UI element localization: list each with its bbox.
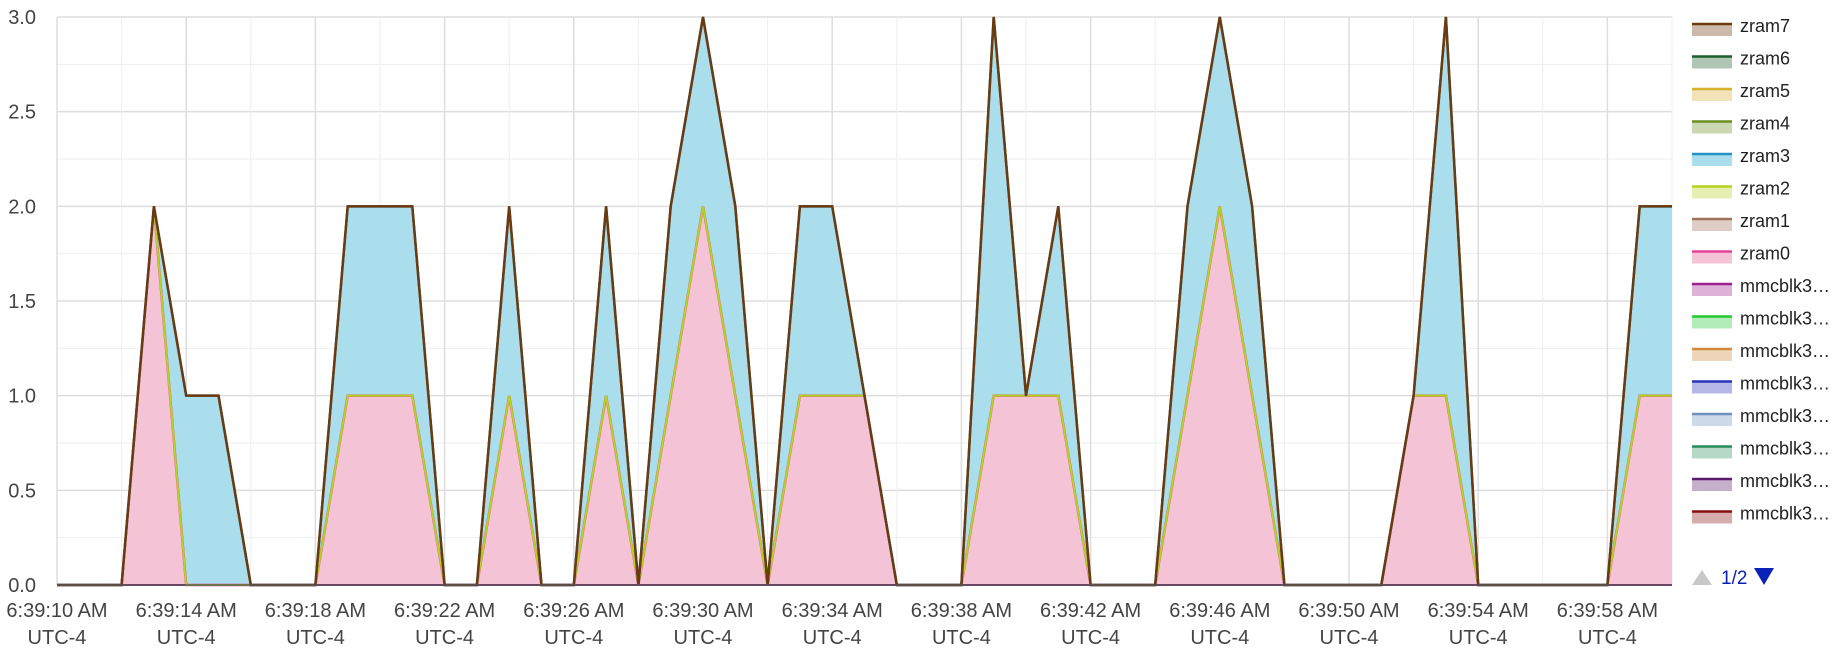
x-tick-label: 6:39:22 AM — [394, 600, 495, 622]
x-tick-label: 6:39:18 AM — [265, 600, 366, 622]
area-zram0 — [57, 206, 1672, 585]
x-tick-label: 6:39:54 AM — [1428, 600, 1529, 622]
x-tick-label: 6:39:58 AM — [1557, 600, 1658, 622]
x-tick-label: 6:39:42 AM — [1040, 600, 1141, 622]
legend-label: zram7 — [1740, 16, 1790, 36]
legend-swatch — [1692, 414, 1732, 426]
x-tick-label: 6:39:34 AM — [782, 600, 883, 622]
legend-item[interactable]: zram7 — [1692, 16, 1790, 36]
legend-swatch — [1692, 251, 1732, 264]
y-tick-label: 2.0 — [8, 196, 36, 218]
legend-item[interactable]: zram3 — [1692, 146, 1790, 166]
legend-item[interactable]: mmcblk3… — [1692, 406, 1830, 426]
legend-item[interactable]: zram1 — [1692, 211, 1790, 231]
y-tick-label: 0.5 — [8, 480, 36, 502]
x-tick-timezone-label: UTC-4 — [286, 627, 345, 649]
legend-label: zram6 — [1740, 49, 1790, 69]
x-tick-timezone-label: UTC-4 — [1449, 627, 1508, 649]
legend-label: mmcblk3… — [1740, 341, 1830, 361]
x-tick-label: 6:39:50 AM — [1298, 600, 1399, 622]
x-tick-timezone-label: UTC-4 — [932, 627, 991, 649]
x-tick-timezone-label: UTC-4 — [28, 627, 87, 649]
legend-swatch — [1692, 121, 1732, 134]
legend-pager[interactable]: 1/2 — [1692, 568, 1774, 589]
legend[interactable]: zram7 zram6 zram5 zram4 zram3 zram2 zram1 zram0… — [1692, 16, 1830, 524]
legend-swatch — [1692, 316, 1732, 329]
y-tick-label: 3.0 — [8, 7, 36, 29]
legend-label: mmcblk3… — [1740, 406, 1830, 426]
x-tick-timezone-label: UTC-4 — [803, 627, 862, 649]
legend-label: mmcblk3… — [1740, 471, 1830, 491]
legend-swatch — [1692, 89, 1732, 101]
legend-item[interactable]: mmcblk3… — [1692, 439, 1830, 459]
x-tick-label: 6:39:14 AM — [136, 600, 237, 622]
x-tick-timezone-label: UTC-4 — [1578, 627, 1637, 649]
x-tick-label: 6:39:38 AM — [911, 600, 1012, 622]
legend-swatch — [1692, 56, 1732, 69]
legend-item[interactable]: mmcblk3… — [1692, 276, 1830, 296]
x-axis-ticks: 6:39:10 AM UTC-4 6:39:14 AM UTC-4 6:39:18 AM… — [6, 600, 1658, 649]
x-tick-timezone-label: UTC-4 — [544, 627, 603, 649]
legend-swatch — [1692, 284, 1732, 296]
legend-label: zram1 — [1740, 211, 1790, 231]
legend-item[interactable]: zram6 — [1692, 49, 1790, 69]
y-tick-label: 0.0 — [8, 575, 36, 597]
legend-page-indicator: 1/2 — [1721, 568, 1747, 589]
y-tick-label: 1.0 — [8, 386, 36, 408]
legend-item[interactable]: mmcblk3… — [1692, 504, 1830, 524]
y-tick-label: 1.5 — [8, 291, 36, 313]
series-areas — [57, 17, 1672, 585]
x-tick-label: 6:39:30 AM — [652, 600, 753, 622]
legend-label: mmcblk3… — [1740, 439, 1830, 459]
x-tick-timezone-label: UTC-4 — [1190, 627, 1249, 649]
legend-label: zram0 — [1740, 244, 1790, 264]
y-axis-ticks: 0.0 0.5 1.0 1.5 2.0 2.5 3.0 — [8, 7, 36, 597]
legend-item[interactable]: mmcblk3… — [1692, 341, 1830, 361]
legend-item[interactable]: mmcblk3… — [1692, 309, 1830, 329]
line-zram7 — [57, 16, 1672, 587]
triangle-up-icon[interactable] — [1692, 570, 1712, 585]
x-tick-label: 6:39:10 AM — [6, 600, 107, 622]
legend-label: mmcblk3… — [1740, 309, 1830, 329]
legend-swatch — [1692, 446, 1732, 459]
legend-swatch — [1692, 186, 1732, 199]
x-tick-timezone-label: UTC-4 — [157, 627, 216, 649]
area-zram3 — [57, 17, 1672, 585]
x-tick-timezone-label: UTC-4 — [674, 627, 733, 649]
legend-swatch — [1692, 511, 1732, 524]
legend-label: mmcblk3… — [1740, 374, 1830, 394]
legend-item[interactable]: mmcblk3… — [1692, 471, 1830, 491]
x-tick-timezone-label: UTC-4 — [1320, 627, 1379, 649]
legend-label: zram5 — [1740, 81, 1790, 101]
legend-swatch — [1692, 349, 1732, 361]
x-tick-label: 6:39:26 AM — [523, 600, 624, 622]
legend-label: mmcblk3… — [1740, 276, 1830, 296]
legend-swatch — [1692, 219, 1732, 231]
legend-label: zram2 — [1740, 179, 1790, 199]
legend-item[interactable]: mmcblk3… — [1692, 374, 1830, 394]
legend-item[interactable]: zram4 — [1692, 114, 1790, 134]
legend-label: mmcblk3… — [1740, 504, 1830, 524]
legend-label: zram3 — [1740, 146, 1790, 166]
x-tick-timezone-label: UTC-4 — [1061, 627, 1120, 649]
legend-swatch — [1692, 479, 1732, 491]
legend-label: zram4 — [1740, 114, 1790, 134]
x-tick-label: 6:39:46 AM — [1169, 600, 1270, 622]
legend-item[interactable]: zram0 — [1692, 244, 1790, 264]
y-tick-label: 2.5 — [8, 102, 36, 124]
legend-item[interactable]: zram2 — [1692, 179, 1790, 199]
legend-item[interactable]: zram5 — [1692, 81, 1790, 101]
legend-swatch — [1692, 24, 1732, 36]
legend-swatch — [1692, 154, 1732, 166]
x-tick-timezone-label: UTC-4 — [415, 627, 474, 649]
triangle-down-icon[interactable] — [1754, 568, 1774, 585]
legend-swatch — [1692, 381, 1732, 394]
